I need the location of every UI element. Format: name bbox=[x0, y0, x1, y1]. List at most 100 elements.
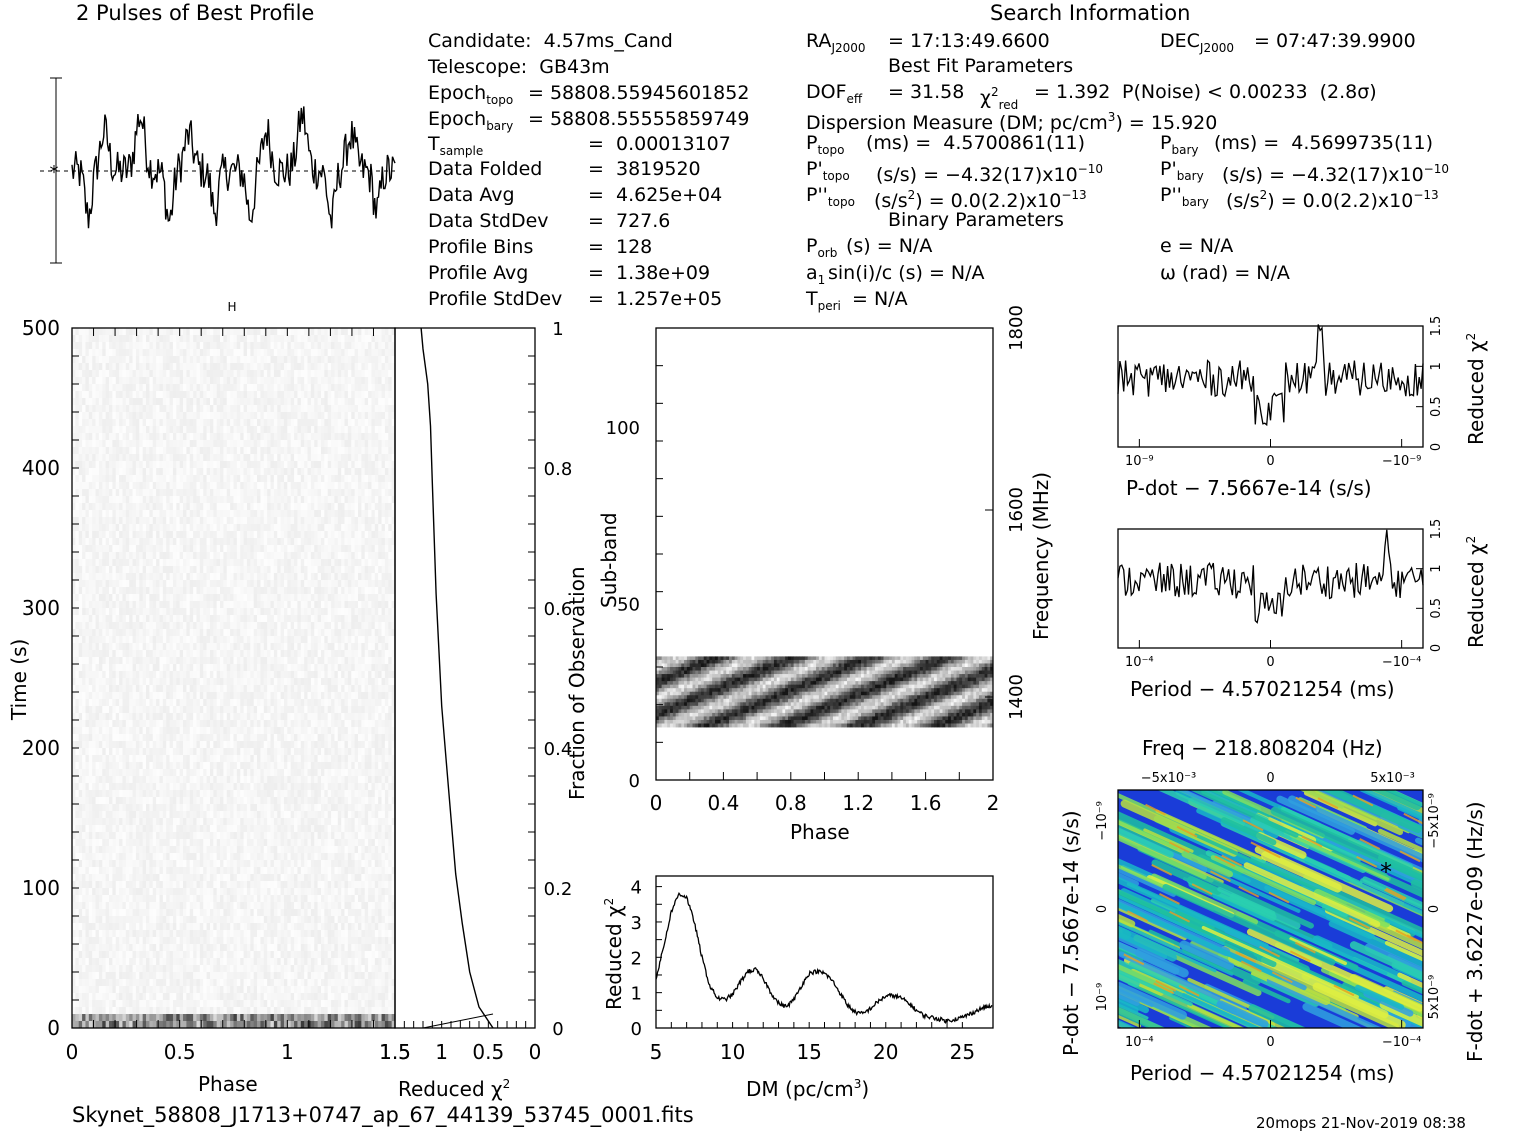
heat-cell bbox=[385, 671, 389, 678]
heat-cell bbox=[102, 685, 106, 692]
heat-cell bbox=[375, 671, 379, 678]
heat-cell bbox=[254, 517, 258, 524]
heat-cell bbox=[264, 335, 268, 342]
heat-cell bbox=[274, 482, 278, 489]
heat-cell bbox=[156, 559, 160, 566]
heat-cell bbox=[237, 601, 241, 608]
heat-cell bbox=[331, 496, 335, 503]
heat-cell bbox=[297, 391, 301, 398]
heat-cell bbox=[153, 587, 157, 594]
heat-cell bbox=[75, 440, 79, 447]
heat-cell bbox=[186, 552, 190, 559]
heat-cell bbox=[163, 566, 167, 573]
heat-cell bbox=[119, 398, 123, 405]
heat-cell bbox=[122, 615, 126, 622]
heat-cell bbox=[156, 426, 160, 433]
heat-cell bbox=[351, 384, 355, 391]
heat-cell bbox=[234, 587, 238, 594]
heat-cell bbox=[186, 496, 190, 503]
heat-cell bbox=[321, 587, 325, 594]
heat-cell bbox=[284, 440, 288, 447]
heat-cell bbox=[378, 510, 382, 517]
heat-cell bbox=[382, 538, 386, 545]
heat-cell bbox=[170, 559, 174, 566]
heat-cell bbox=[321, 573, 325, 580]
heat-cell bbox=[217, 468, 221, 475]
heat-cell bbox=[210, 405, 214, 412]
heat-cell bbox=[240, 552, 244, 559]
heat-cell bbox=[89, 552, 93, 559]
heat-cell bbox=[375, 426, 379, 433]
heat-cell bbox=[159, 608, 163, 615]
heat-cell bbox=[304, 447, 308, 454]
heat-cell bbox=[220, 447, 224, 454]
heat-cell bbox=[106, 517, 110, 524]
heat-cell bbox=[358, 615, 362, 622]
heat-cell bbox=[250, 601, 254, 608]
heat-cell bbox=[129, 419, 133, 426]
heat-cell bbox=[284, 405, 288, 412]
heat-cell bbox=[351, 643, 355, 650]
heat-cell bbox=[375, 335, 379, 342]
heat-cell bbox=[200, 580, 204, 587]
heat-cell bbox=[183, 650, 187, 657]
heat-cell bbox=[234, 678, 238, 685]
heat-cell bbox=[301, 328, 305, 335]
heat-cell bbox=[271, 384, 275, 391]
heat-cell bbox=[149, 356, 153, 363]
heat-cell bbox=[355, 391, 359, 398]
heat-cell bbox=[234, 510, 238, 517]
heat-cell bbox=[112, 510, 116, 517]
heat-cell bbox=[291, 643, 295, 650]
heat-cell bbox=[294, 531, 298, 538]
heat-cell bbox=[311, 349, 315, 356]
heat-cell bbox=[301, 643, 305, 650]
heat-cell bbox=[287, 468, 291, 475]
heat-cell bbox=[314, 587, 318, 594]
heat-cell bbox=[139, 678, 143, 685]
heat-cell bbox=[193, 419, 197, 426]
heat-cell bbox=[207, 461, 211, 468]
heat-cell bbox=[254, 650, 258, 657]
heat-cell bbox=[85, 580, 89, 587]
heat-cell bbox=[146, 468, 150, 475]
heat-cell bbox=[163, 650, 167, 657]
heat-cell bbox=[180, 622, 184, 629]
heat-cell bbox=[324, 664, 328, 671]
heat-cell bbox=[159, 685, 163, 692]
heat-cell bbox=[250, 482, 254, 489]
heat-cell bbox=[304, 671, 308, 678]
heat-cell bbox=[308, 349, 312, 356]
heat-cell bbox=[264, 545, 268, 552]
heat-cell bbox=[96, 496, 100, 503]
heat-cell bbox=[382, 447, 386, 454]
heat-cell bbox=[75, 433, 79, 440]
heat-cell bbox=[176, 664, 180, 671]
heat-cell bbox=[274, 377, 278, 384]
heat-cell bbox=[264, 426, 268, 433]
heat-cell bbox=[136, 524, 140, 531]
heat-cell bbox=[129, 643, 133, 650]
heat-cell bbox=[371, 377, 375, 384]
heat-cell bbox=[200, 587, 204, 594]
heat-cell bbox=[133, 496, 137, 503]
heat-cell bbox=[334, 587, 338, 594]
heat-cell bbox=[79, 384, 83, 391]
heat-cell bbox=[129, 503, 133, 510]
heat-cell bbox=[129, 412, 133, 419]
heat-cell bbox=[240, 468, 244, 475]
heat-cell bbox=[149, 405, 153, 412]
heat-cell bbox=[385, 629, 389, 636]
heat-cell bbox=[156, 524, 160, 531]
heat-cell bbox=[146, 342, 150, 349]
heat-cell bbox=[143, 342, 147, 349]
heat-cell bbox=[244, 335, 248, 342]
heat-cell bbox=[159, 545, 163, 552]
heat-cell bbox=[156, 440, 160, 447]
heat-cell bbox=[294, 636, 298, 643]
heat-cell bbox=[136, 503, 140, 510]
heat-cell bbox=[341, 608, 345, 615]
heat-cell bbox=[254, 356, 258, 363]
heat-cell bbox=[89, 482, 93, 489]
heat-cell bbox=[217, 412, 221, 419]
